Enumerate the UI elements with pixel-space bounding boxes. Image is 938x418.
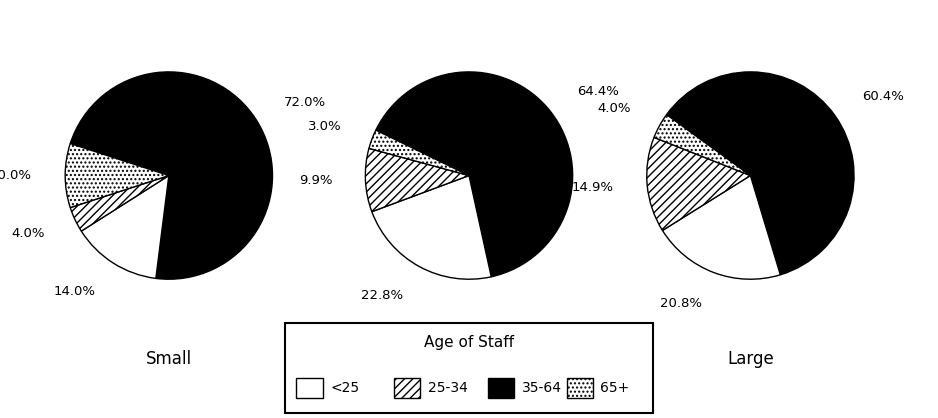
Text: 14.0%: 14.0% — [53, 285, 96, 298]
Wedge shape — [376, 72, 573, 277]
Wedge shape — [654, 115, 750, 176]
Text: 4.0%: 4.0% — [11, 227, 45, 240]
Text: 64.4%: 64.4% — [577, 85, 618, 98]
Wedge shape — [369, 130, 469, 176]
Wedge shape — [662, 176, 780, 279]
Bar — [296, 378, 323, 398]
Text: 60.4%: 60.4% — [862, 90, 904, 103]
Text: 10.0%: 10.0% — [0, 169, 32, 182]
Wedge shape — [70, 72, 273, 279]
FancyBboxPatch shape — [285, 323, 653, 413]
Text: 4.0%: 4.0% — [598, 102, 631, 115]
Text: 22.8%: 22.8% — [361, 289, 403, 302]
Text: Large: Large — [727, 350, 774, 368]
Wedge shape — [70, 176, 169, 231]
Text: 9.9%: 9.9% — [299, 174, 332, 187]
Text: 65+: 65+ — [600, 381, 629, 395]
Text: <25: <25 — [330, 381, 359, 395]
Text: 35-64: 35-64 — [522, 381, 562, 395]
Wedge shape — [667, 72, 855, 275]
Wedge shape — [65, 143, 169, 208]
Wedge shape — [646, 138, 750, 230]
Text: Age of Staff: Age of Staff — [424, 334, 514, 349]
Text: 25-34: 25-34 — [428, 381, 468, 395]
Bar — [394, 378, 420, 398]
Text: 72.0%: 72.0% — [284, 96, 326, 109]
Wedge shape — [365, 148, 469, 212]
Wedge shape — [82, 176, 169, 278]
Wedge shape — [371, 176, 492, 279]
Text: 3.0%: 3.0% — [308, 120, 341, 133]
Text: Small: Small — [145, 350, 192, 368]
Bar — [488, 378, 514, 398]
Text: 14.9%: 14.9% — [572, 181, 614, 194]
Text: 20.8%: 20.8% — [659, 297, 702, 310]
Bar — [567, 378, 593, 398]
Text: Medium: Medium — [436, 350, 502, 368]
